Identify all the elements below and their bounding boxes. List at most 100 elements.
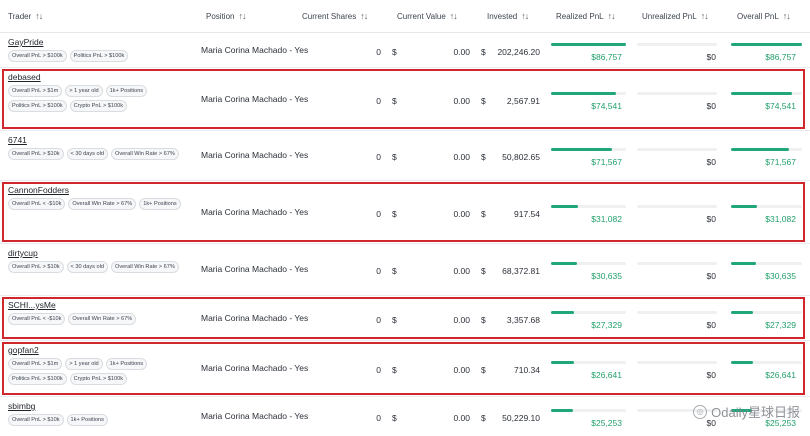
invested-cell: 50,229.10 — [502, 413, 540, 423]
trader-badge: Overall PnL < -$10k — [8, 198, 66, 210]
col-current-shares[interactable]: Current Shares ↑↓ — [302, 11, 368, 21]
trader-badges: Overall PnL > $10k < 30 days old Overall W… — [8, 148, 198, 160]
table-row[interactable]: SCHI...ysMe Overall PnL < -$10k Overall W… — [0, 296, 810, 341]
unrealized-pnl-value: $0 — [706, 214, 716, 224]
trader-badge: 1k+ Positions — [139, 198, 181, 210]
position-cell: Maria Corina Machado - Yes — [201, 150, 309, 160]
current-value-cell: 0.00 — [453, 365, 470, 375]
invested-currency: $ — [481, 365, 486, 375]
sort-arrows-icon[interactable]: ↑↓ — [521, 11, 529, 21]
trader-name-link[interactable]: gopfan2 — [8, 345, 39, 355]
table-row[interactable]: debased Overall PnL > $1m > 1 year old 1k+… — [0, 68, 810, 131]
trader-cell: sbimbg Overall PnL > $10k 1k+ Positions — [8, 401, 198, 426]
table-row[interactable]: 6741 Overall PnL > $10k < 30 days old Over… — [0, 131, 810, 181]
col-trader[interactable]: Trader ↑↓ — [8, 11, 43, 21]
table-row[interactable]: gopfan2 Overall PnL > $1m > 1 year old 1k+… — [0, 341, 810, 397]
current-value-cell: 0.00 — [453, 315, 470, 325]
unrealized-pnl-bar — [637, 361, 717, 364]
col-invested[interactable]: Invested ↑↓ — [487, 11, 529, 21]
unrealized-pnl-value: $0 — [706, 320, 716, 330]
trader-badges: Overall PnL > $1m > 1 year old 1k+ Positio… — [8, 85, 198, 112]
trader-badge: Crypto PnL > $100k — [69, 373, 128, 385]
overall-pnl-bar — [731, 92, 802, 95]
trader-name-link[interactable]: 6741 — [8, 135, 27, 145]
current-value-currency: $ — [392, 96, 397, 106]
current-value-cell: 0.00 — [453, 96, 470, 106]
sort-arrows-icon[interactable]: ↑↓ — [35, 11, 43, 21]
unrealized-pnl-value: $0 — [706, 157, 716, 167]
trader-name-link[interactable]: debased — [8, 72, 41, 82]
realized-pnl-fill — [551, 92, 616, 95]
trader-badges: Overall PnL > $10k 1k+ Positions — [8, 414, 198, 426]
trader-badge: 1k+ Positions — [66, 414, 108, 426]
trader-badges: Overall PnL < -$10k Overall Win Rate > 67… — [8, 198, 198, 210]
current-value-cell: 0.00 — [453, 413, 470, 423]
trader-name-link[interactable]: dirtycup — [8, 248, 38, 258]
trader-name-link[interactable]: SCHI...ysMe — [8, 300, 56, 310]
invested-currency: $ — [481, 413, 486, 423]
trader-badge: Overall Win Rate > 67% — [110, 261, 179, 273]
col-current-value[interactable]: Current Value ↑↓ — [397, 11, 458, 21]
overall-pnl-bar — [731, 361, 802, 364]
current-shares-cell: 0 — [376, 266, 381, 276]
table-row[interactable]: GayPride Overall PnL > $100k Politics PnL… — [0, 33, 810, 68]
col-overall-pnl[interactable]: Overall PnL ↑↓ — [737, 11, 791, 21]
realized-pnl-bar — [551, 409, 626, 412]
realized-pnl-bar — [551, 92, 626, 95]
col-realized-pnl[interactable]: Realized PnL ↑↓ — [556, 11, 616, 21]
trader-name-link[interactable]: sbimbg — [8, 401, 36, 411]
realized-pnl-bar — [551, 262, 626, 265]
trader-badge: Overall PnL > $1m — [8, 85, 63, 97]
position-cell: Maria Corina Machado - Yes — [201, 411, 309, 421]
current-value-currency: $ — [392, 365, 397, 375]
overall-pnl-value: $71,567 — [765, 157, 796, 167]
invested-currency: $ — [481, 315, 486, 325]
realized-pnl-value: $86,757 — [591, 52, 622, 62]
invested-cell: 710.34 — [514, 365, 540, 375]
invested-currency: $ — [481, 152, 486, 162]
sort-arrows-icon[interactable]: ↑↓ — [700, 11, 709, 21]
current-value-currency: $ — [392, 209, 397, 219]
unrealized-pnl-bar — [637, 409, 717, 412]
realized-pnl-bar — [551, 205, 626, 208]
current-shares-cell: 0 — [376, 209, 381, 219]
trader-name-link[interactable]: GayPride — [8, 37, 44, 47]
sort-arrows-icon[interactable]: ↑↓ — [782, 11, 791, 21]
trader-badge: Politics PnL > $100k — [69, 50, 129, 62]
trader-badge: 1k+ Positions — [105, 85, 148, 97]
trader-badge: Overall PnL > $10k — [8, 261, 64, 273]
sort-arrows-icon[interactable]: ↑↓ — [238, 11, 246, 21]
unrealized-pnl-value: $0 — [706, 101, 716, 111]
realized-pnl-value: $71,567 — [591, 157, 622, 167]
trader-name-link[interactable]: CannonFodders — [8, 185, 69, 195]
sort-arrows-icon[interactable]: ↑↓ — [449, 11, 458, 21]
position-cell: Maria Corina Machado - Yes — [201, 313, 309, 323]
overall-pnl-fill — [731, 262, 756, 265]
trader-cell: 6741 Overall PnL > $10k < 30 days old Over… — [8, 135, 198, 160]
sort-arrows-icon[interactable]: ↑↓ — [360, 11, 368, 21]
overall-pnl-bar — [731, 409, 802, 412]
col-position[interactable]: Position ↑↓ — [206, 11, 246, 21]
realized-pnl-bar — [551, 43, 626, 46]
table-row[interactable]: dirtycup Overall PnL > $10k < 30 days old… — [0, 244, 810, 296]
overall-pnl-bar — [731, 205, 802, 208]
realized-pnl-value: $74,541 — [591, 101, 622, 111]
table-row[interactable]: sbimbg Overall PnL > $10k 1k+ Positions M… — [0, 397, 810, 436]
unrealized-pnl-bar — [637, 205, 717, 208]
realized-pnl-bar — [551, 311, 626, 314]
col-unrealized-pnl[interactable]: Unrealized PnL ↑↓ — [642, 11, 709, 21]
trader-cell: dirtycup Overall PnL > $10k < 30 days old… — [8, 248, 198, 273]
table-row[interactable]: CannonFodders Overall PnL < -$10k Overall… — [0, 181, 810, 244]
trader-badge: > 1 year old — [65, 358, 103, 370]
trader-badges: Overall PnL > $1m > 1 year old 1k+ Positio… — [8, 358, 198, 385]
realized-pnl-bar — [551, 148, 626, 151]
invested-cell: 50,802.65 — [502, 152, 540, 162]
trader-badge: < 30 days old — [66, 148, 108, 160]
realized-pnl-fill — [551, 262, 577, 265]
invested-currency: $ — [481, 266, 486, 276]
unrealized-pnl-bar — [637, 262, 717, 265]
realized-pnl-fill — [551, 311, 574, 314]
realized-pnl-bar — [551, 361, 626, 364]
trader-badge: Overall Win Rate > 67% — [110, 148, 179, 160]
sort-arrows-icon[interactable]: ↑↓ — [607, 11, 616, 21]
